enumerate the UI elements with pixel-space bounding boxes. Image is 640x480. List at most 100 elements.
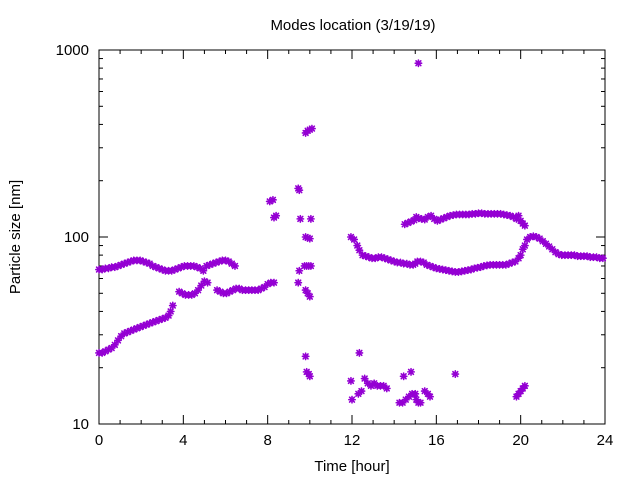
data-point bbox=[554, 250, 563, 259]
data-point bbox=[110, 340, 119, 349]
data-point bbox=[263, 280, 272, 289]
data-point bbox=[430, 214, 439, 223]
data-point bbox=[132, 324, 141, 333]
data-point bbox=[506, 211, 515, 220]
data-point bbox=[167, 266, 176, 275]
data-point bbox=[511, 257, 520, 266]
data-point bbox=[265, 197, 274, 206]
data-point bbox=[306, 214, 315, 223]
y-tick-label: 100 bbox=[64, 229, 89, 246]
data-point bbox=[387, 256, 396, 265]
data-point bbox=[407, 217, 416, 226]
data-point bbox=[420, 387, 429, 396]
data-point bbox=[107, 343, 116, 352]
data-point bbox=[508, 258, 517, 267]
x-tick-label: 4 bbox=[179, 432, 187, 449]
data-point bbox=[411, 389, 420, 398]
data-point bbox=[177, 263, 186, 272]
data-point bbox=[120, 329, 129, 338]
data-point bbox=[436, 215, 445, 224]
data-point bbox=[400, 220, 409, 229]
data-point bbox=[541, 239, 550, 248]
y-tick-label: 1000 bbox=[56, 42, 89, 59]
data-point bbox=[350, 235, 359, 244]
data-point bbox=[476, 263, 485, 272]
data-point bbox=[268, 195, 277, 204]
data-point bbox=[518, 245, 527, 254]
data-point bbox=[403, 218, 412, 227]
data-point bbox=[178, 289, 187, 298]
data-point bbox=[158, 265, 167, 274]
data-point bbox=[139, 257, 148, 266]
data-point bbox=[377, 253, 386, 262]
data-point bbox=[168, 301, 177, 310]
data-point bbox=[200, 277, 209, 286]
data-point bbox=[221, 256, 230, 265]
data-point bbox=[170, 265, 179, 274]
data-point bbox=[230, 261, 239, 270]
data-point bbox=[148, 261, 157, 270]
data-point bbox=[410, 216, 419, 225]
data-point bbox=[346, 376, 355, 385]
data-point bbox=[155, 264, 164, 273]
data-point bbox=[148, 318, 157, 327]
data-point bbox=[592, 253, 601, 262]
data-point bbox=[416, 398, 425, 407]
data-point bbox=[551, 248, 560, 257]
data-point bbox=[423, 212, 432, 221]
data-point bbox=[193, 263, 202, 272]
data-point bbox=[110, 263, 119, 272]
x-tick-label: 0 bbox=[95, 432, 103, 449]
data-point bbox=[301, 233, 310, 241]
data-point bbox=[598, 254, 607, 263]
y-tick-labels: 10 100 1000 bbox=[56, 42, 89, 433]
data-point bbox=[174, 264, 183, 273]
data-point bbox=[190, 289, 199, 298]
data-point bbox=[439, 214, 448, 223]
y-axis-label: Particle size [nm] bbox=[7, 180, 24, 294]
data-point bbox=[235, 284, 244, 293]
data-point bbox=[429, 263, 438, 272]
data-point bbox=[358, 251, 367, 260]
data-point bbox=[205, 260, 214, 269]
data-point bbox=[215, 257, 224, 266]
chart-title: Modes location (3/19/19) bbox=[270, 17, 435, 34]
x-axis-label: Time [hour] bbox=[314, 458, 389, 475]
data-point bbox=[202, 261, 211, 270]
data-point bbox=[404, 392, 413, 401]
data-point bbox=[151, 317, 160, 326]
data-point bbox=[294, 278, 303, 287]
data-point bbox=[382, 384, 391, 393]
data-point bbox=[126, 257, 135, 266]
data-point bbox=[272, 211, 281, 220]
x-tick-label: 24 bbox=[597, 432, 614, 449]
axis-ticks bbox=[98, 49, 606, 425]
data-point bbox=[117, 332, 126, 341]
data-point bbox=[155, 315, 164, 324]
data-point bbox=[520, 381, 529, 390]
data-point bbox=[526, 233, 535, 241]
data-point bbox=[126, 326, 135, 335]
data-point bbox=[257, 284, 266, 293]
data-point bbox=[296, 214, 305, 223]
data-point bbox=[228, 286, 237, 295]
data-point bbox=[509, 212, 518, 221]
data-point bbox=[307, 124, 316, 133]
data-point bbox=[208, 259, 217, 268]
data-point bbox=[123, 328, 132, 337]
data-point bbox=[402, 259, 411, 268]
data-point bbox=[514, 211, 523, 220]
data-point bbox=[422, 260, 431, 269]
x-tick-label: 12 bbox=[344, 432, 361, 449]
data-point bbox=[414, 59, 423, 68]
data-point bbox=[129, 325, 138, 334]
data-point bbox=[145, 319, 154, 328]
data-point bbox=[136, 256, 145, 265]
y-tick-label: 10 bbox=[72, 416, 89, 433]
data-point bbox=[305, 292, 314, 301]
data-point bbox=[166, 307, 175, 316]
data-point bbox=[396, 258, 405, 267]
data-point bbox=[197, 281, 206, 290]
data-point bbox=[213, 286, 222, 295]
